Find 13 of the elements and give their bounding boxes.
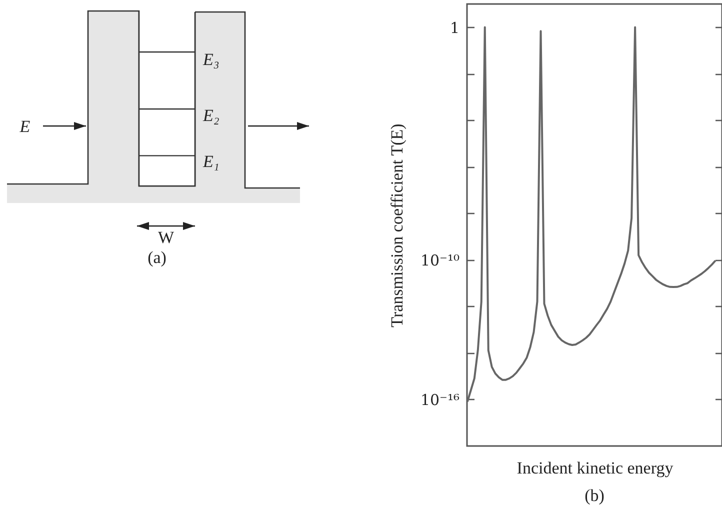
y-tick-label: 10⁻¹⁶	[420, 390, 460, 409]
text: W	[158, 228, 175, 247]
text: E₂	[202, 106, 220, 125]
text: E	[18, 117, 31, 136]
text: E₁	[202, 152, 220, 171]
x-axis-title: Incident kinetic energy	[516, 458, 674, 478]
text: E₃	[202, 50, 220, 69]
y-axis-title: Transmission coefficient T(E)	[387, 124, 406, 328]
text: (b)	[584, 486, 604, 505]
y-tick-label: 1	[450, 18, 460, 37]
y-tick-label: 10⁻¹⁰	[420, 251, 460, 270]
text: (a)	[148, 248, 166, 267]
line-series	[467, 26, 716, 403]
